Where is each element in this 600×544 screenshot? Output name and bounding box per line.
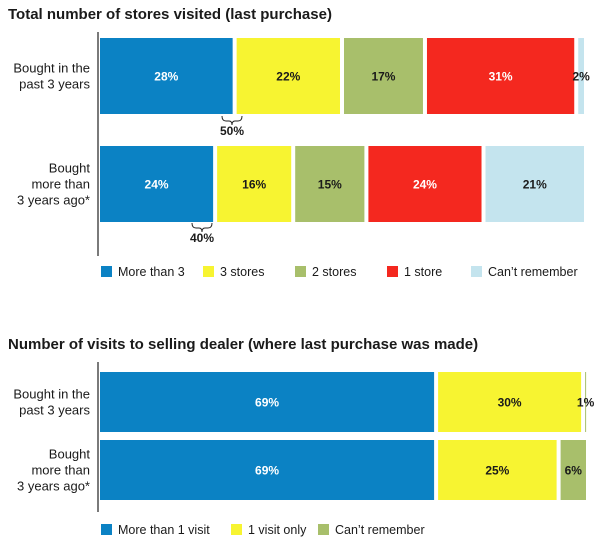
data-label: 25% [485,464,509,478]
data-label: 30% [498,396,522,410]
data-label: 21% [523,178,547,192]
category-label: past 3 years [19,403,90,418]
data-label: 31% [489,70,513,84]
legend-swatch-lightblue [471,266,482,277]
data-label: 15% [318,178,342,192]
legend-swatch-green [318,524,329,535]
data-label: 6% [565,464,583,478]
bar-segment-yellow [236,38,340,114]
legend-swatch-blue [101,524,112,535]
data-label: 69% [255,396,279,410]
legend-label: Can’t remember [335,523,425,537]
legend-swatch-yellow [203,266,214,277]
data-label: 22% [276,70,300,84]
bar-segment-blue [100,372,435,432]
bar-segment-lightblue [485,146,584,222]
bar-segment-blue [100,146,214,222]
category-label: more than [31,463,90,478]
bar-segment-yellow [438,372,582,432]
bar-segment-yellow [217,146,292,222]
annotation-label: 40% [190,231,214,245]
category-label: 3 years ago* [17,193,90,208]
chart-title: Total number of stores visited (last pur… [8,6,332,23]
brace-annotation [221,115,243,126]
legend-label: 2 stores [312,265,356,279]
legend-swatch-blue [101,266,112,277]
category-label: Bought [49,161,91,176]
legend-label: More than 3 [118,265,185,279]
bar-segment-green [560,440,586,500]
legend-label: 3 stores [220,265,264,279]
bar-segment-green [585,372,587,432]
data-label: 17% [371,70,395,84]
bar-segment-red [368,146,482,222]
bar-segment-green [295,146,365,222]
legend-swatch-yellow [231,524,242,535]
brace-annotation [191,222,213,233]
legend-label: More than 1 visit [118,523,210,537]
bar-segment-yellow [438,440,557,500]
data-label: 24% [413,178,437,192]
legend-label: 1 visit only [248,523,307,537]
category-label: Bought [49,447,91,462]
legend-swatch-red [387,266,398,277]
bar-segment-blue [100,38,233,114]
data-label: 24% [145,178,169,192]
bar-segment-lightblue [578,38,584,114]
data-label: 28% [154,70,178,84]
legend-swatch-green [295,266,306,277]
legend-label: Can’t remember [488,265,578,279]
category-label: more than [31,177,90,192]
annotation-label: 50% [220,124,244,138]
chart-title: Number of visits to selling dealer (wher… [8,336,478,353]
data-label: 2% [572,70,590,84]
category-label: past 3 years [19,77,90,92]
category-label: 3 years ago* [17,479,90,494]
data-label: 16% [242,178,266,192]
bar-segment-green [344,38,423,114]
data-label: 69% [255,464,279,478]
legend-label: 1 store [404,265,442,279]
bar-segment-blue [100,440,435,500]
bar-segment-red [426,38,575,114]
category-label: Bought in the [13,387,90,402]
data-label: 1% [577,396,595,410]
category-label: Bought in the [13,61,90,76]
